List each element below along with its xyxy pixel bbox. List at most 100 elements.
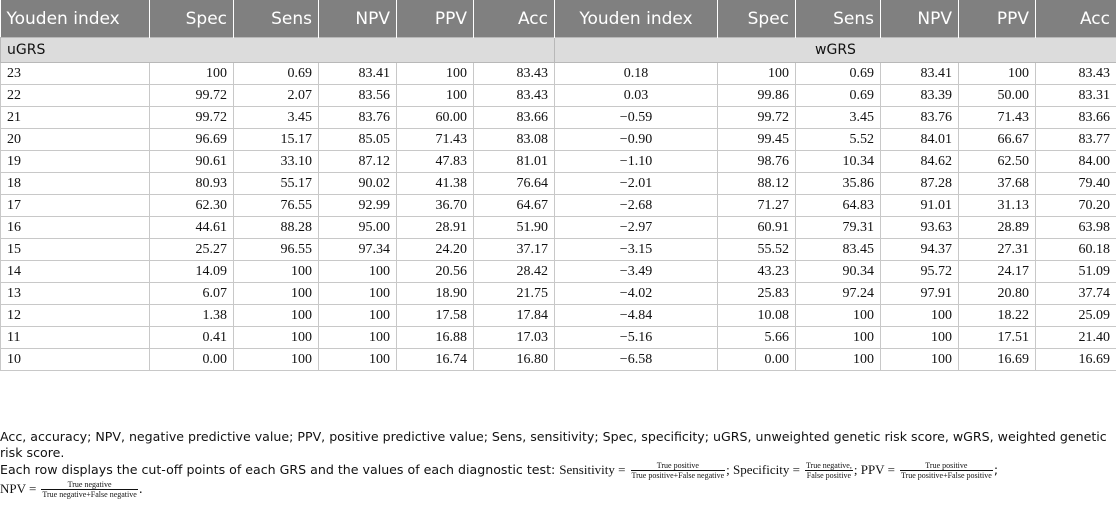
table-cell: 20.80 <box>958 282 1036 305</box>
table-cell: 31.13 <box>958 194 1036 217</box>
header-acc-right: Acc <box>1035 0 1116 38</box>
table-cell: 90.61 <box>149 150 234 173</box>
table-cell: 100 <box>880 304 959 327</box>
table-row: 13 6.07 100 100 18.90 21.75 −4.02 25.83 97.24 97.… <box>0 282 1116 305</box>
table-cell: −6.58 <box>554 348 718 371</box>
table-cell: 23 <box>0 62 150 85</box>
table-row: 14 14.09 100 100 20.56 28.42 −3.49 43.23 90.34 95… <box>0 260 1116 283</box>
table-cell: 100 <box>233 260 319 283</box>
diagnostic-table: Youden index Spec Sens NPV PPV Acc Youde… <box>0 0 1116 371</box>
table-cell: 62.50 <box>958 150 1036 173</box>
table-cell: 100 <box>717 62 796 85</box>
table-cell: 20 <box>0 128 150 151</box>
table-cell: 100 <box>795 348 881 371</box>
table-cell: 0.00 <box>717 348 796 371</box>
table-cell: 18 <box>0 172 150 195</box>
table-cell: 25.83 <box>717 282 796 305</box>
table-cell: 100 <box>318 282 397 305</box>
specificity-fraction: True negative, False positive <box>804 461 853 480</box>
table-cell: 100 <box>233 348 319 371</box>
table-cell: 24.20 <box>396 238 474 261</box>
table-cell: 96.55 <box>233 238 319 261</box>
table-cell: 55.17 <box>233 172 319 195</box>
table-cell: 51.90 <box>473 216 555 239</box>
table-cell: 83.66 <box>473 106 555 129</box>
table-cell: 22 <box>0 84 150 107</box>
table-cell: 81.01 <box>473 150 555 173</box>
table-cell: 24.17 <box>958 260 1036 283</box>
specificity-label: ; Specificity = <box>726 462 800 477</box>
specificity-denominator: False positive <box>806 471 851 480</box>
table-cell: 60.18 <box>1035 238 1116 261</box>
table-cell: 83.41 <box>318 62 397 85</box>
specificity-numerator: True negative, <box>804 461 853 471</box>
table-cell: 100 <box>396 84 474 107</box>
table-cell: 35.86 <box>795 172 881 195</box>
table-cell: 10.08 <box>717 304 796 327</box>
table-cell: 93.63 <box>880 216 959 239</box>
table-cell: 84.01 <box>880 128 959 151</box>
ppv-numerator: True positive <box>899 461 993 471</box>
table-cell: 97.91 <box>880 282 959 305</box>
table-cell: 79.40 <box>1035 172 1116 195</box>
table-cell: 27.31 <box>958 238 1036 261</box>
table-cell: 10.34 <box>795 150 881 173</box>
table-cell: 15 <box>0 238 150 261</box>
header-ppv-left: PPV <box>396 0 474 38</box>
results-table-container: Youden index Spec Sens NPV PPV Acc Youde… <box>0 0 1116 371</box>
table-cell: 88.12 <box>717 172 796 195</box>
table-cell: 83.77 <box>1035 128 1116 151</box>
table-cell: 15.17 <box>233 128 319 151</box>
table-cell: −5.16 <box>554 326 718 349</box>
table-cell: 6.07 <box>149 282 234 305</box>
header-spec-left: Spec <box>149 0 234 38</box>
sensitivity-numerator: True positive <box>630 461 726 471</box>
table-cell: 100 <box>396 62 474 85</box>
ppv-label: ; PPV = <box>853 462 895 477</box>
table-cell: 60.91 <box>717 216 796 239</box>
table-cell: 76.64 <box>473 172 555 195</box>
table-cell: 83.08 <box>473 128 555 151</box>
table-row: 17 62.30 76.55 92.99 36.70 64.67 −2.68 71.27 64.… <box>0 194 1116 217</box>
table-cell: 66.67 <box>958 128 1036 151</box>
table-cell: 37.68 <box>958 172 1036 195</box>
table-cell: 79.31 <box>795 216 881 239</box>
table-row: 10 0.00 100 100 16.74 16.80 −6.58 0.00 100 100 16.… <box>0 348 1116 371</box>
table-cell: 83.43 <box>473 62 555 85</box>
table-cell: 16.80 <box>473 348 555 371</box>
table-cell: 62.30 <box>149 194 234 217</box>
table-cell: 16.69 <box>1035 348 1116 371</box>
table-row: 23 100 0.69 83.41 100 83.43 0.18 100 0.69 83.41 10… <box>0 62 1116 85</box>
table-cell: 87.12 <box>318 150 397 173</box>
footnote-formulas-intro: Each row displays the cut-off points of … <box>0 462 556 477</box>
table-cell: 83.56 <box>318 84 397 107</box>
header-sens-left: Sens <box>233 0 319 38</box>
table-row: 19 90.61 33.10 87.12 47.83 81.01 −1.10 98.76 10.… <box>0 150 1116 173</box>
table-cell: −1.10 <box>554 150 718 173</box>
table-cell: 99.86 <box>717 84 796 107</box>
table-cell: 21 <box>0 106 150 129</box>
table-row: 21 99.72 3.45 83.76 60.00 83.66 −0.59 99.72 3.45… <box>0 106 1116 129</box>
table-cell: 17.03 <box>473 326 555 349</box>
header-spec-right: Spec <box>717 0 796 38</box>
table-cell: 100 <box>318 326 397 349</box>
table-cell: 83.39 <box>880 84 959 107</box>
table-cell: 17 <box>0 194 150 217</box>
header-youden-right: Youden index <box>554 0 718 38</box>
npv-fraction: True negative True negative+False negativ… <box>41 480 138 499</box>
table-cell: 3.45 <box>795 106 881 129</box>
table-cell: 84.62 <box>880 150 959 173</box>
table-cell: 5.66 <box>717 326 796 349</box>
table-row: 18 80.93 55.17 90.02 41.38 76.64 −2.01 88.12 35.… <box>0 172 1116 195</box>
table-cell: 55.52 <box>717 238 796 261</box>
table-cell: 83.66 <box>1035 106 1116 129</box>
table-cell: 28.89 <box>958 216 1036 239</box>
table-cell: 80.93 <box>149 172 234 195</box>
table-cell: 83.76 <box>880 106 959 129</box>
formula-end-mark: . <box>138 481 143 496</box>
table-cell: 83.41 <box>880 62 959 85</box>
table-cell: 100 <box>795 326 881 349</box>
table-cell: 71.43 <box>958 106 1036 129</box>
table-cell: 0.69 <box>233 62 319 85</box>
table-cell: 21.40 <box>1035 326 1116 349</box>
